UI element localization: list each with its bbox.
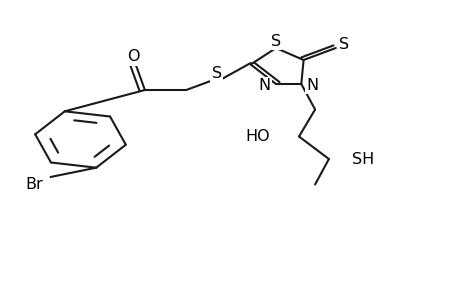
Text: SH: SH: [352, 152, 374, 166]
Text: N: N: [306, 78, 318, 93]
Text: S: S: [270, 34, 280, 49]
Text: S: S: [211, 66, 221, 81]
Text: Br: Br: [26, 177, 43, 192]
Text: N: N: [258, 78, 270, 93]
Text: O: O: [127, 50, 140, 64]
Text: S: S: [338, 37, 348, 52]
Text: HO: HO: [245, 129, 269, 144]
